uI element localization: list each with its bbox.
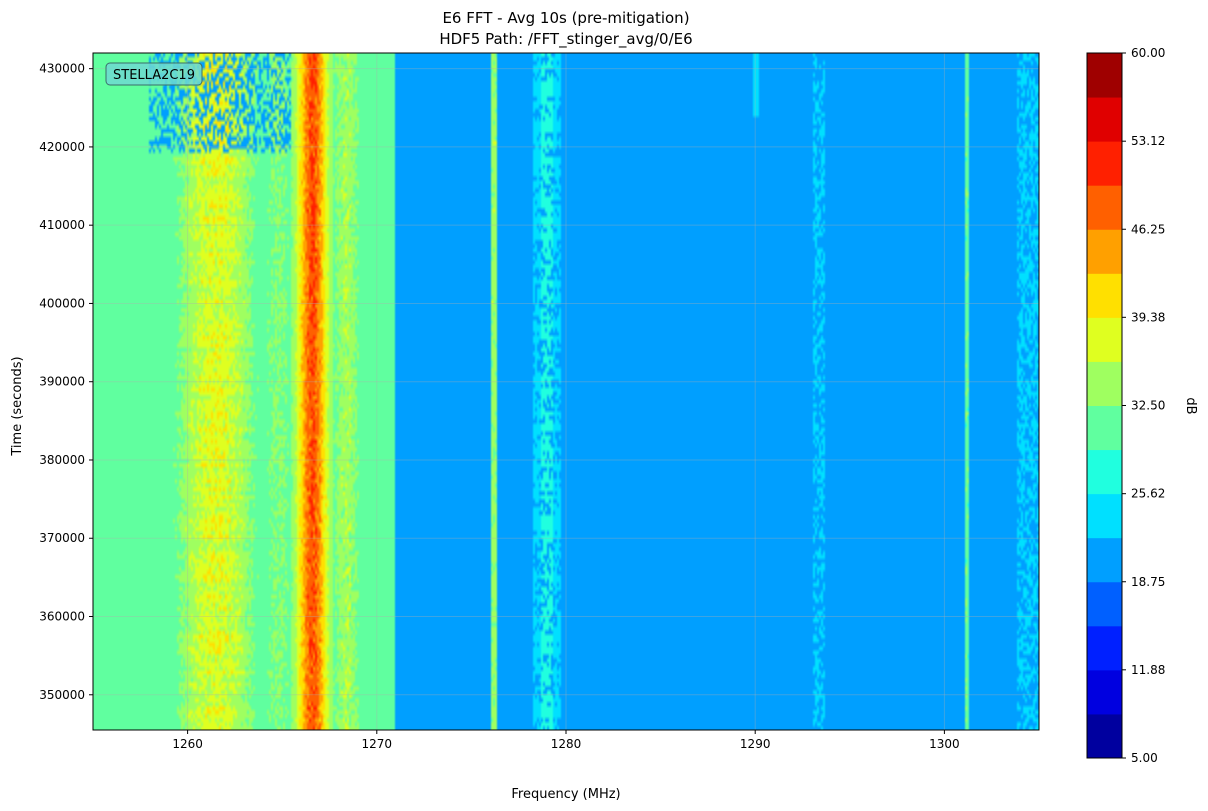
x-axis: 1260 1270 1280 1290 1300 [172, 730, 960, 751]
colorbar-tick-label: 53.12 [1131, 134, 1165, 148]
y-tick-label: 420000 [39, 140, 85, 154]
y-tick-label: 430000 [39, 62, 85, 76]
colorbar-tick-label: 39.38 [1131, 310, 1165, 324]
colorbar-segment [1087, 273, 1122, 318]
colorbar-tick-label: 60.00 [1131, 46, 1165, 60]
colorbar-segment [1087, 141, 1122, 186]
y-tick-label: 360000 [39, 610, 85, 624]
colorbar-segment [1087, 537, 1122, 583]
colorbar-tick-label: 5.00 [1131, 751, 1158, 765]
y-axis: 350000 360000 370000 380000 390000 400000 4100… [39, 62, 93, 702]
heatmap-cells [93, 53, 1039, 730]
colorbar-segment [1087, 97, 1122, 142]
y-tick-label: 380000 [39, 453, 85, 467]
colorbar-segment [1087, 669, 1122, 715]
x-tick-label: 1270 [362, 737, 393, 751]
x-tick-label: 1300 [929, 737, 960, 751]
colorbar-segment [1087, 713, 1122, 759]
colorbar-segment [1087, 229, 1122, 274]
gridlines [93, 53, 1039, 730]
x-tick-label: 1280 [551, 737, 582, 751]
colorbar-segment [1087, 449, 1122, 495]
y-tick-label: 370000 [39, 531, 85, 545]
x-axis-label: Frequency (MHz) [511, 787, 620, 802]
annotation-label: STELLA2C19 [113, 68, 195, 83]
annotation-box: STELLA2C19 [105, 62, 203, 86]
colorbar-segment [1087, 361, 1122, 406]
colorbar: 5.00 11.88 18.75 25.62 32.50 39.38 46.25 53.12 6… [1086, 46, 1165, 765]
y-tick-label: 400000 [39, 296, 85, 310]
y-tick-label: 410000 [39, 218, 85, 232]
y-tick-label: 350000 [39, 688, 85, 702]
colorbar-segment [1087, 405, 1122, 451]
colorbar-tick-label: 25.62 [1131, 487, 1165, 501]
heatmap-image [93, 53, 1039, 730]
colorbar-segment [1087, 581, 1122, 627]
colorbar-label: dB [1183, 397, 1198, 414]
x-tick-label: 1260 [172, 737, 203, 751]
y-axis-label: Time (seconds) [10, 356, 25, 456]
colorbar-tick-label: 46.25 [1131, 222, 1165, 236]
plot-area [93, 53, 1039, 730]
y-tick-label: 390000 [39, 375, 85, 389]
x-tick-label: 1290 [740, 737, 771, 751]
colorbar-segment [1087, 625, 1122, 671]
colorbar-tick-label: 11.88 [1131, 663, 1165, 677]
colorbar-segment [1087, 317, 1122, 362]
colorbar-tick-label: 18.75 [1131, 575, 1165, 589]
colorbar-segment [1087, 493, 1122, 539]
chart-title: E6 FFT - Avg 10s (pre-mitigation) [442, 9, 689, 27]
colorbar-tick-label: 32.50 [1131, 399, 1165, 413]
chart-subtitle: HDF5 Path: /FFT_stinger_avg/0/E6 [439, 30, 692, 49]
colorbar-segment [1087, 185, 1122, 230]
colorbar-segment [1087, 53, 1122, 98]
